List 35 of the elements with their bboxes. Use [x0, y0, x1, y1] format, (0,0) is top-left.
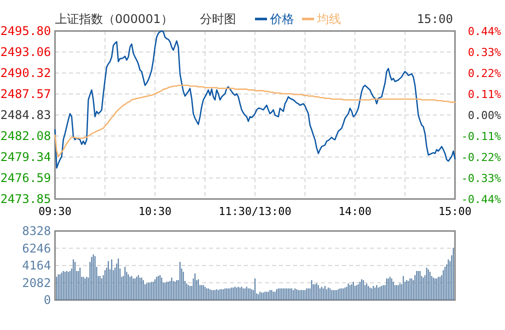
y2-tick-label: 0.11%: [468, 88, 502, 101]
chart-title: 上证指数（000001）: [55, 12, 173, 26]
y-tick-label: 2482.08: [0, 129, 51, 144]
y2-tick-label: -0.33%: [461, 172, 502, 185]
y-tick-label: 2484.83: [0, 108, 51, 122]
y-tick-label: 2479.34: [0, 150, 51, 164]
y2-tick-label: 0.33%: [468, 46, 502, 59]
y-tick-label: 2495.80: [0, 24, 51, 38]
y-tick-label: 0: [44, 293, 51, 307]
y2-tick-label: 0.00%: [468, 109, 502, 122]
line-series: [54, 30, 456, 169]
y2-tick-label: -0.22%: [461, 151, 502, 164]
y-tick-label: 2473.85: [0, 192, 51, 206]
x-tick-label: 10:30: [138, 205, 172, 218]
y-tick-label: 2476.59: [0, 171, 51, 186]
y-tick-label: 6246: [22, 241, 51, 256]
chart-subtitle: 分时图: [200, 12, 236, 26]
y-tick-label: 2490.32: [0, 66, 51, 80]
x-tick-label: 11:30/13:00: [218, 205, 292, 218]
y2-tick-label: 0.44%: [468, 25, 502, 38]
y-tick-label: 2082: [22, 276, 51, 290]
line-series: [54, 84, 456, 158]
y-tick-label: 4164: [22, 258, 51, 272]
y2-tick-label: -0.44%: [461, 193, 502, 206]
y2-tick-label: -0.11%: [461, 130, 502, 143]
legend-label: 均线: [316, 12, 341, 26]
y-tick-label: 2493.06: [0, 44, 51, 59]
y2-tick-label: 0.22%: [468, 67, 502, 80]
x-tick-label: 09:30: [38, 205, 72, 218]
text: 15:00: [416, 12, 453, 26]
legend-label: 价格: [269, 12, 294, 26]
y-tick-label: 8328: [22, 224, 51, 238]
x-tick-label: 14:00: [338, 205, 372, 218]
x-tick-label: 15:00: [438, 205, 472, 218]
y-tick-label: 2487.57: [0, 86, 51, 101]
